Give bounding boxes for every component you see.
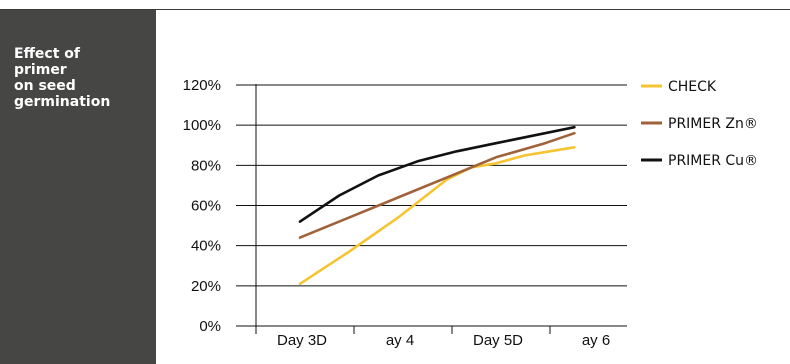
y-tick-label: 60% <box>191 198 221 215</box>
legend-label: PRIMER Cu® <box>668 153 758 169</box>
y-tick-label: 120% <box>183 77 221 94</box>
y-tick-label: 20% <box>191 278 221 295</box>
top-rule <box>0 9 790 10</box>
x-tick-label: Day 3D <box>277 332 327 349</box>
series-layer <box>298 125 576 286</box>
series-line-3 <box>298 125 576 223</box>
x-tick-label: ay 4 <box>386 332 414 349</box>
y-tick-label: 40% <box>191 238 221 255</box>
legend-label: CHECK <box>668 79 717 95</box>
x-tick-label: ay 6 <box>582 332 610 349</box>
x-tick-label: Day 5D <box>473 332 523 349</box>
panel-title: Effect of primer on seed germination <box>14 46 111 110</box>
series-line-2 <box>298 131 576 239</box>
series-line-1 <box>298 146 576 286</box>
y-tick-label: 0% <box>199 318 221 335</box>
y-tick-label: 100% <box>183 117 221 134</box>
axis-layer <box>236 84 627 334</box>
tick-layer: 0% 20% 40% 60% 80% 100% 120% Day 3D ay 4 Day 5D ay… <box>183 77 611 349</box>
legend-layer: CHECK PRIMER Zn® PRIMER Cu® <box>641 79 758 169</box>
legend-label: PRIMER Zn® <box>668 116 758 132</box>
side-panel <box>0 10 156 364</box>
grid-layer <box>236 84 627 287</box>
y-tick-label: 80% <box>191 157 221 174</box>
